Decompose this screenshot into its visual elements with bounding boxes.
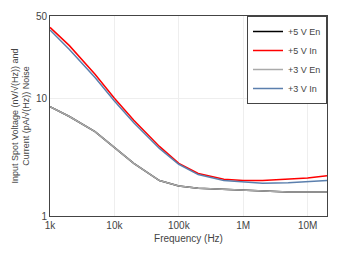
svg-text:Frequency (Hz): Frequency (Hz): [154, 233, 223, 244]
svg-text:10k: 10k: [106, 220, 123, 231]
svg-text:+3 V En: +3 V En: [288, 65, 320, 75]
svg-text:Input Spot Voltage (nV/√(Hz)): Input Spot Voltage (nV/√(Hz)) andCurrent…: [10, 48, 32, 183]
svg-text:10: 10: [36, 93, 48, 104]
svg-text:1k: 1k: [45, 220, 57, 231]
svg-text:1: 1: [41, 211, 47, 222]
svg-text:1M: 1M: [236, 220, 250, 231]
svg-text:+3 V In: +3 V In: [288, 84, 317, 94]
svg-text:100k: 100k: [168, 220, 191, 231]
svg-text:+5 V En: +5 V En: [288, 27, 320, 37]
svg-text:+5 V In: +5 V In: [288, 46, 317, 56]
svg-text:50: 50: [36, 11, 48, 22]
svg-text:10M: 10M: [298, 220, 317, 231]
